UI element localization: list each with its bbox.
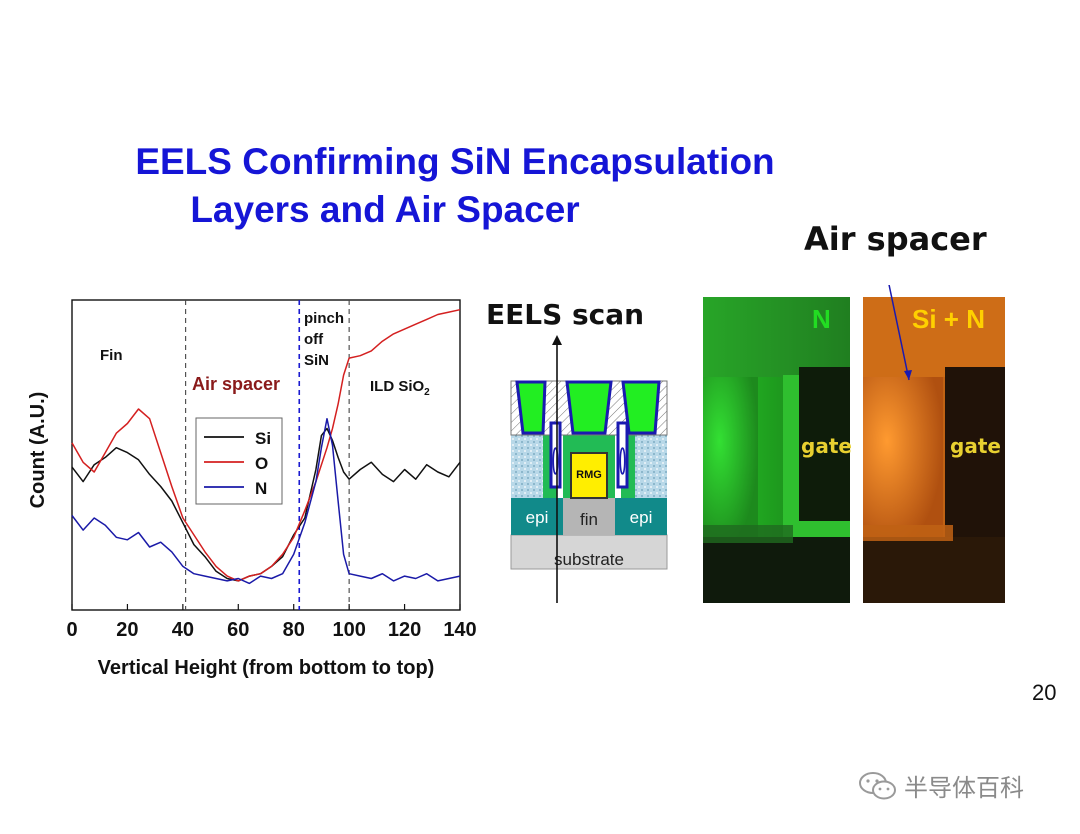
x-tick-label: 100 [332,619,365,641]
page-number: 20 [1032,680,1057,705]
plot-area-frame [71,299,461,611]
scan-arrow-head [552,335,562,345]
rmg-block [570,452,608,499]
chart-legend: Si O N [195,417,283,505]
epi-left-label: epi [526,508,549,527]
air-spacer-pointer [888,285,910,381]
x-tick-label: 40 [172,619,194,641]
x-tick-label: 140 [443,619,476,641]
legend-n: N [255,479,267,498]
encap-cap-right [621,380,661,435]
region-label-off: off [304,331,324,348]
sin-map-panel: Si + N gate [863,297,1005,603]
eels-map-panels: N gate Si + N gate [703,285,1005,603]
dielectric-left [511,435,549,498]
air-spacer-pointer-head [904,370,912,380]
slide-title-line2: Layers and Air Spacer [190,189,580,230]
region-label-ild: ILD SiO2 [370,378,430,398]
x-axis-label: Vertical Height (from bottom to top) [98,657,435,679]
series-line-n [71,417,461,585]
n-map-panel: N gate [703,297,852,603]
eels-scan-heading: EELS scan [486,298,645,331]
y-axis-label: Count (A.U.) [27,392,49,509]
air-gap-right [619,447,626,475]
device-schematic: substrate epi fin epi RMG [510,335,668,603]
eels-profile-chart: Si O N Fin Air spacer pinch off SiN ILD … [27,299,477,679]
x-tick-label: 0 [66,619,77,641]
n-map-label: N [812,304,831,334]
series-line-o [71,308,461,582]
epi-right-label: epi [630,508,653,527]
watermark-text: 半导体百科 [904,774,1024,802]
region-label-fin: Fin [100,347,123,364]
air-spacer-heading: Air spacer [804,220,987,258]
wechat-icon [859,771,896,799]
region-label-sin: SiN [304,352,329,369]
series-line-si [71,427,461,582]
rmg-label: RMG [576,469,602,481]
fin-label: fin [580,510,598,529]
sin-map-label: Si + N [912,304,985,334]
x-tick-label: 60 [227,619,249,641]
region-label-air-spacer: Air spacer [192,374,280,394]
region-label-pinch: pinch [304,310,344,327]
legend-o: O [255,454,268,473]
x-tick-label: 80 [283,619,305,641]
encap-cap-middle [565,380,613,435]
epi-right-block [615,498,667,535]
encap-cap-left [515,380,547,435]
epi-left-block [511,498,563,535]
substrate-label: substrate [554,550,624,569]
slide-title-line1: EELS Confirming SiN Encapsulation [135,141,775,182]
sin-map-gate-label: gate [950,434,1001,458]
watermark: 半导体百科 [858,768,1024,803]
legend-si: Si [255,429,271,448]
x-tick-label: 120 [388,619,421,641]
x-tick-label: 20 [116,619,138,641]
fin-block [563,498,615,535]
n-map-gate-label: gate [801,434,852,458]
dielectric-right [629,435,667,498]
